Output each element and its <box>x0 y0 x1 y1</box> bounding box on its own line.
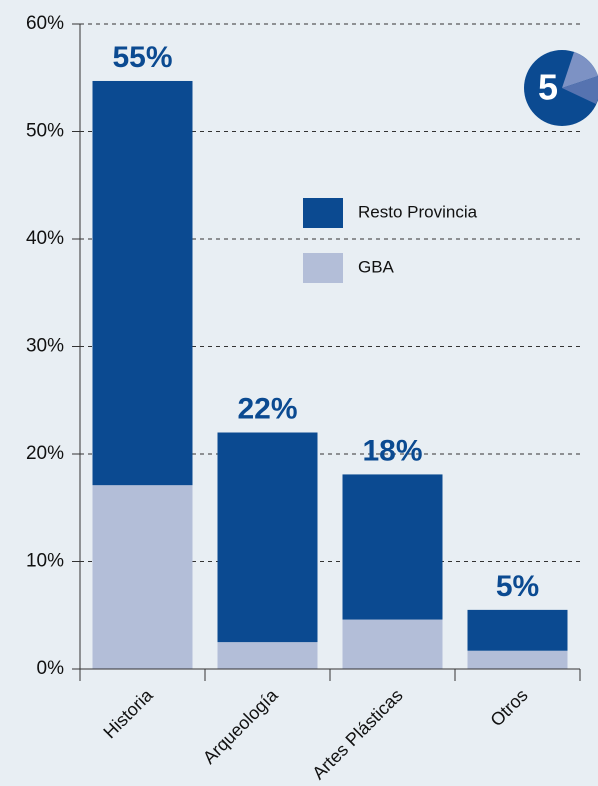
total-label: 5% <box>496 570 539 603</box>
y-tick-label: 0% <box>37 658 65 679</box>
y-tick-label: 20% <box>26 443 64 464</box>
total-label: 55% <box>112 41 172 74</box>
legend-swatch <box>303 253 343 283</box>
bar-segment <box>217 642 318 669</box>
legend-label: GBA <box>358 257 395 276</box>
bar-segment <box>92 80 193 486</box>
bar-segment <box>342 474 443 620</box>
total-label: 22% <box>237 392 297 425</box>
badge-slice <box>562 76 598 104</box>
bar-segment <box>92 485 193 669</box>
bar-segment <box>467 650 568 669</box>
legend-swatch <box>303 198 343 228</box>
total-label: 18% <box>362 434 422 467</box>
y-tick-label: 10% <box>26 551 64 572</box>
y-tick-label: 60% <box>26 13 64 34</box>
bar-segment <box>217 432 318 643</box>
y-tick-label: 50% <box>26 121 64 142</box>
badge-number: 5 <box>538 67 558 108</box>
y-tick-label: 30% <box>26 336 64 357</box>
y-tick-label: 40% <box>26 228 64 249</box>
legend-label: Resto Provincia <box>358 202 478 221</box>
badge: 5 <box>524 50 598 126</box>
bar-segment <box>467 609 568 651</box>
bar-segment <box>342 619 443 669</box>
